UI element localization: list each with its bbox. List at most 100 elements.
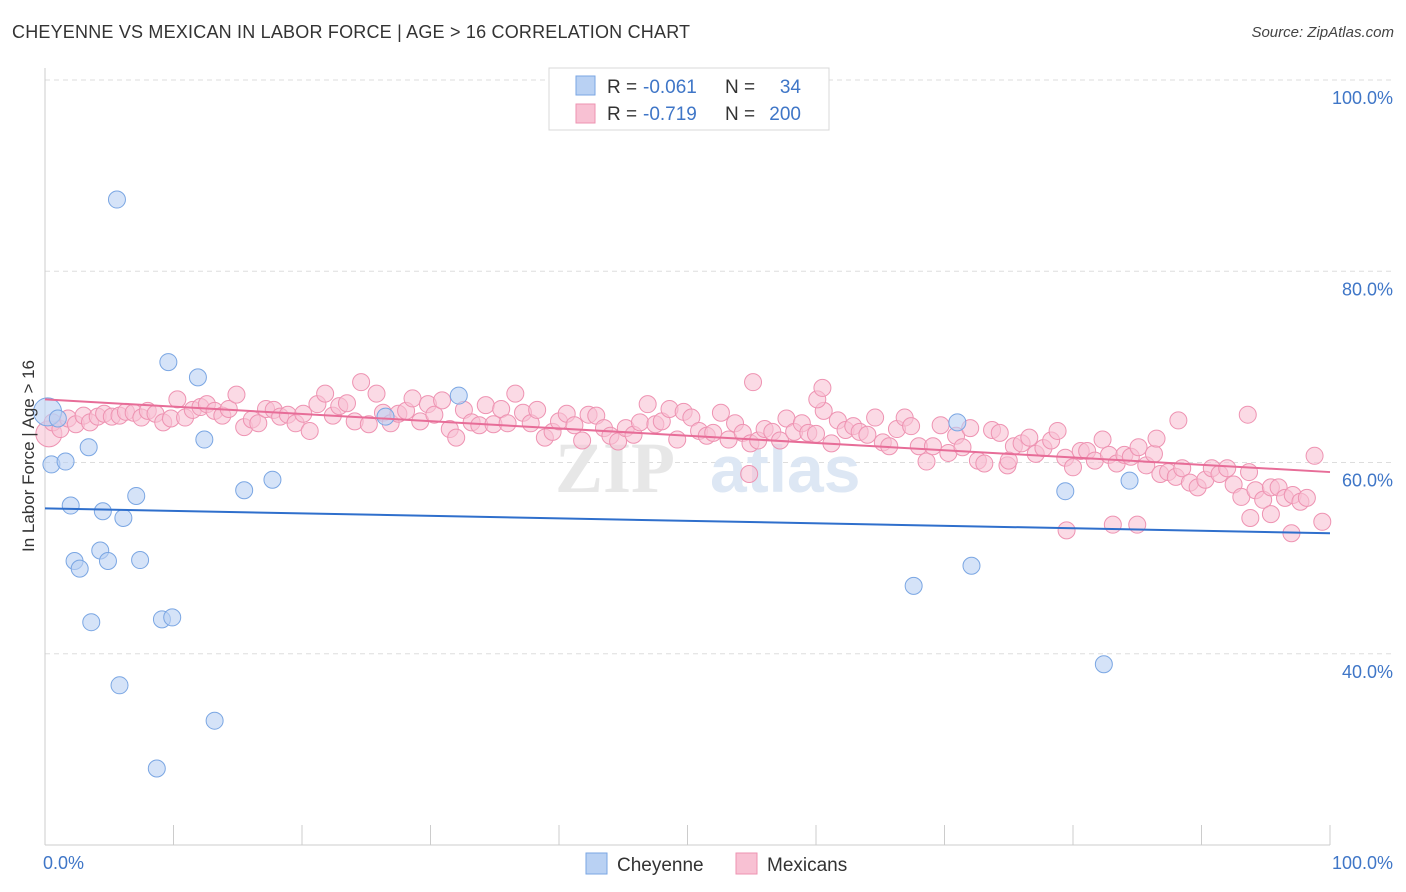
mexicans-point bbox=[476, 396, 495, 415]
cheyenne-point bbox=[114, 508, 133, 527]
cheyenne-point bbox=[82, 613, 101, 632]
mexicans-point bbox=[1020, 428, 1039, 447]
cheyenne-point bbox=[70, 559, 89, 578]
mexicans-point bbox=[367, 384, 386, 403]
mexicans-point bbox=[999, 451, 1018, 470]
bottom-legend-swatch-cheyenne bbox=[585, 852, 608, 875]
x-tick-label-min: 0.0% bbox=[43, 853, 84, 873]
mexicans-point bbox=[609, 432, 628, 451]
mexicans-point bbox=[168, 390, 187, 409]
cheyenne-point bbox=[98, 551, 117, 570]
mexicans-point bbox=[249, 414, 268, 433]
mexicans-point bbox=[1305, 446, 1324, 465]
legend-swatch-mexicans bbox=[575, 103, 596, 124]
mexicans-point bbox=[807, 424, 825, 443]
mexicans-point bbox=[506, 384, 525, 403]
grid-layer: 40.0% 60.0% 80.0% 100.0% bbox=[45, 79, 1393, 682]
mexicans-point bbox=[565, 416, 584, 435]
mexicans-point bbox=[902, 417, 921, 436]
cheyenne-point bbox=[188, 368, 207, 387]
cheyenne-point bbox=[79, 438, 98, 457]
mexicans-point bbox=[573, 431, 592, 450]
cheyenne-point bbox=[131, 551, 150, 570]
mexicans-point bbox=[975, 454, 994, 473]
bottom-legend-label-mexicans: Mexicans bbox=[767, 855, 847, 876]
legend-r-label-cheyenne: R = bbox=[607, 77, 637, 98]
mexicans-point bbox=[403, 389, 422, 408]
mexicans-point bbox=[227, 385, 246, 404]
mexicans-point bbox=[447, 428, 466, 447]
cheyenne-point bbox=[449, 386, 468, 405]
mexicans-point bbox=[711, 403, 730, 422]
mexicans-point bbox=[953, 438, 972, 457]
cheyenne-point bbox=[110, 676, 129, 695]
cheyenne-point bbox=[195, 430, 214, 449]
mexicans-point bbox=[1218, 459, 1237, 478]
mexicans-point bbox=[1240, 463, 1259, 482]
source-label: Source: ZipAtlas.com bbox=[1251, 24, 1394, 41]
legend-swatch-cheyenne bbox=[575, 75, 596, 96]
cheyenne-point bbox=[205, 711, 224, 730]
bottom-legend-swatch-mexicans bbox=[735, 852, 758, 875]
mexicans-point bbox=[1129, 438, 1148, 457]
legend-n-label-mexicans: N = bbox=[725, 104, 755, 125]
mexicans-point bbox=[668, 430, 687, 449]
cheyenne-point bbox=[61, 496, 80, 515]
cheyenne-trend-line bbox=[44, 507, 1331, 535]
cheyenne-point bbox=[56, 452, 75, 471]
mexicans-point bbox=[813, 378, 832, 397]
cheyenne-points bbox=[33, 190, 1139, 778]
mexicans-point bbox=[1238, 405, 1257, 424]
chart-title: CHEYENNE VS MEXICAN IN LABOR FORCE | AGE… bbox=[12, 22, 691, 42]
mexicans-point bbox=[498, 414, 517, 433]
cheyenne-point bbox=[904, 576, 923, 595]
x-tick-label-max: 100.0% bbox=[1332, 853, 1393, 873]
mexicans-point bbox=[1169, 411, 1188, 430]
mexicans-point bbox=[740, 464, 759, 483]
legend-n-value-cheyenne: 34 bbox=[780, 77, 802, 98]
cheyenne-point bbox=[948, 413, 967, 432]
y-tick-label-60: 60.0% bbox=[1342, 471, 1393, 491]
mexicans-point bbox=[1093, 430, 1112, 449]
legend-box: R = -0.061 N = 34 R = -0.719 N = 200 bbox=[548, 67, 830, 131]
legend-r-value-mexicans: -0.719 bbox=[643, 104, 697, 125]
y-axis-label: In Labor Force | Age > 16 bbox=[19, 360, 38, 552]
legend-n-label-cheyenne: N = bbox=[725, 77, 755, 98]
cheyenne-point bbox=[159, 353, 178, 372]
mexicans-point bbox=[682, 408, 701, 427]
bottom-legend: Cheyenne Mexicans bbox=[585, 852, 847, 876]
y-tick-label-40: 40.0% bbox=[1342, 662, 1393, 682]
legend-n-value-mexicans: 200 bbox=[769, 104, 801, 125]
mexicans-point bbox=[1144, 444, 1163, 463]
cheyenne-point bbox=[235, 481, 254, 500]
mexicans-point bbox=[1297, 488, 1316, 507]
mexicans-point bbox=[1261, 505, 1280, 524]
mexicans-point bbox=[630, 413, 649, 432]
cheyenne-point bbox=[263, 470, 282, 489]
mexicans-point bbox=[433, 391, 452, 410]
cheyenne-point bbox=[107, 190, 126, 209]
mexicans-point bbox=[316, 384, 335, 403]
y-tick-label-80: 80.0% bbox=[1342, 279, 1393, 299]
bottom-legend-label-cheyenne: Cheyenne bbox=[617, 855, 704, 876]
cheyenne-point bbox=[962, 556, 981, 575]
cheyenne-point bbox=[1056, 482, 1075, 501]
legend-r-value-cheyenne: -0.061 bbox=[643, 77, 697, 98]
cheyenne-point bbox=[1120, 471, 1139, 490]
mexicans-point bbox=[300, 421, 319, 440]
mexicans-point bbox=[704, 423, 723, 442]
mexicans-point bbox=[528, 400, 547, 419]
mexicans-point bbox=[1103, 515, 1122, 534]
cheyenne-point bbox=[376, 407, 395, 426]
cheyenne-point bbox=[93, 502, 112, 521]
mexicans-point bbox=[1057, 521, 1076, 540]
cheyenne-point bbox=[127, 486, 146, 505]
mexicans-trend-line bbox=[44, 398, 1331, 474]
mexicans-point bbox=[337, 394, 356, 413]
mexicans-point bbox=[352, 373, 371, 392]
trend-layer bbox=[44, 398, 1331, 535]
axes-layer: 0.0% 100.0% bbox=[43, 68, 1393, 873]
mexicans-point bbox=[638, 395, 657, 414]
mexicans-point bbox=[1241, 508, 1260, 527]
